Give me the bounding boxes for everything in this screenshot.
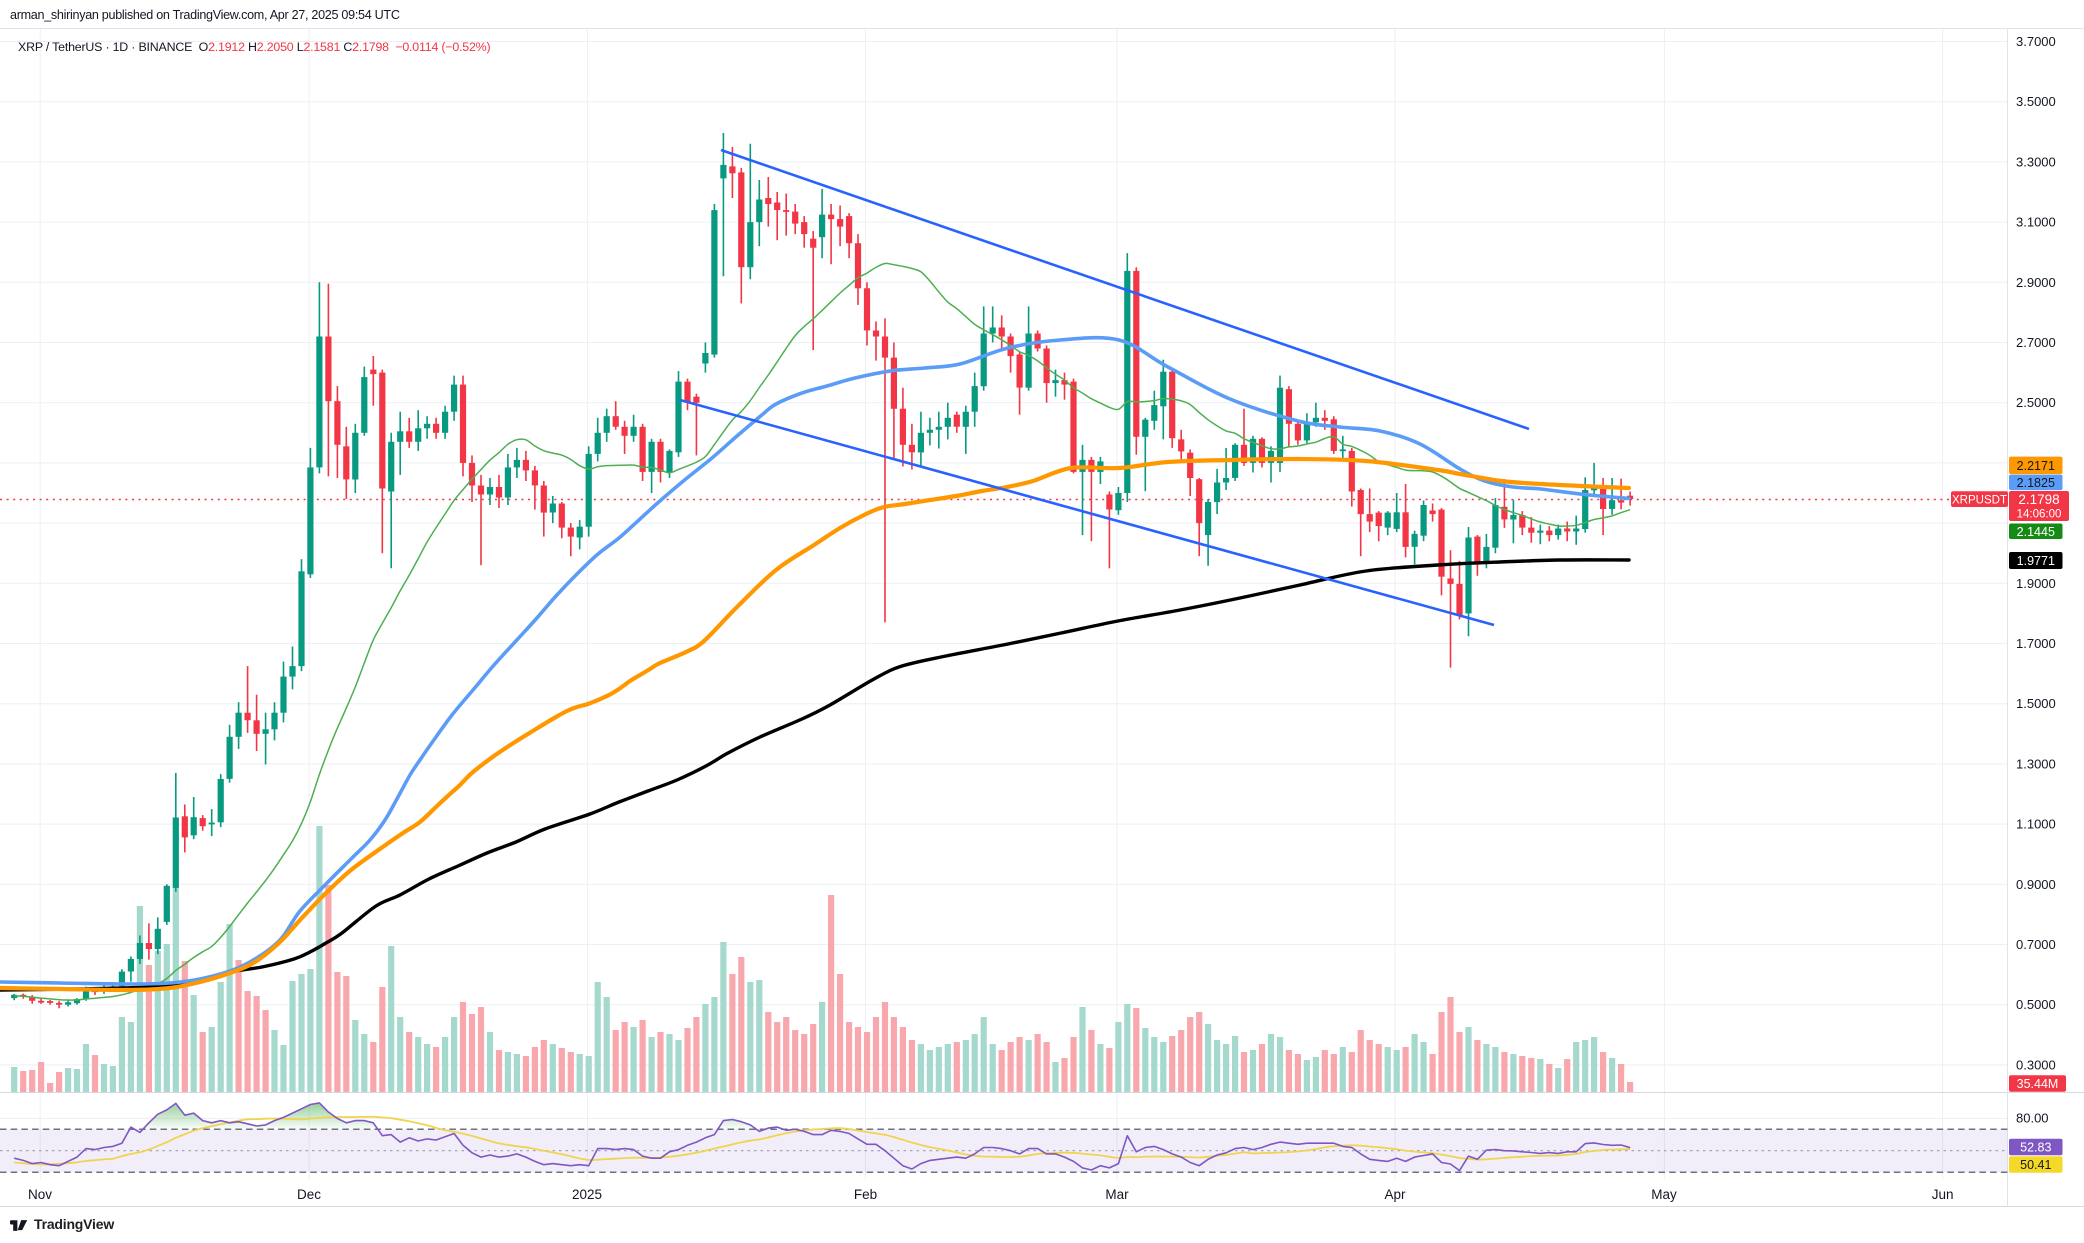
svg-text:Feb: Feb: [854, 1187, 877, 1202]
svg-text:50.41: 50.41: [2020, 1158, 2051, 1172]
svg-text:Dec: Dec: [297, 1187, 321, 1202]
svg-text:XRPUSDT: XRPUSDT: [1952, 494, 2007, 506]
svg-text:14:06:00: 14:06:00: [2017, 509, 2062, 521]
svg-text:3.7000: 3.7000: [2016, 34, 2056, 49]
svg-text:2025: 2025: [572, 1187, 602, 1202]
svg-text:2.5000: 2.5000: [2016, 395, 2056, 410]
svg-text:Mar: Mar: [1105, 1187, 1129, 1202]
svg-text:1.9000: 1.9000: [2016, 576, 2056, 591]
svg-text:0.9000: 0.9000: [2016, 877, 2056, 892]
svg-text:May: May: [1651, 1187, 1677, 1202]
svg-text:1.3000: 1.3000: [2016, 756, 2056, 771]
svg-text:0.3000: 0.3000: [2016, 1057, 2056, 1072]
svg-text:2.2171: 2.2171: [2017, 459, 2055, 473]
svg-text:1.1000: 1.1000: [2016, 817, 2056, 832]
svg-text:52.83: 52.83: [2020, 1141, 2051, 1155]
svg-text:1.7000: 1.7000: [2016, 636, 2056, 651]
svg-text:Jun: Jun: [1932, 1187, 1954, 1202]
svg-text:1.5000: 1.5000: [2016, 696, 2056, 711]
svg-text:2.1798: 2.1798: [2018, 492, 2059, 507]
svg-text:0.7000: 0.7000: [2016, 937, 2056, 952]
svg-text:3.1000: 3.1000: [2016, 215, 2056, 230]
svg-text:2.1825: 2.1825: [2017, 476, 2055, 490]
svg-text:0.5000: 0.5000: [2016, 997, 2056, 1012]
svg-text:35.44M: 35.44M: [2017, 1077, 2059, 1091]
svg-text:3.5000: 3.5000: [2016, 94, 2056, 109]
svg-text:2.9000: 2.9000: [2016, 275, 2056, 290]
svg-text:3.3000: 3.3000: [2016, 154, 2056, 169]
svg-text:1.9771: 1.9771: [2017, 554, 2055, 568]
svg-text:Apr: Apr: [1384, 1187, 1406, 1202]
svg-text:2.1445: 2.1445: [2017, 525, 2055, 539]
svg-text:Nov: Nov: [28, 1187, 52, 1202]
svg-text:2.7000: 2.7000: [2016, 335, 2056, 350]
svg-text:80.00: 80.00: [2016, 1111, 2049, 1126]
